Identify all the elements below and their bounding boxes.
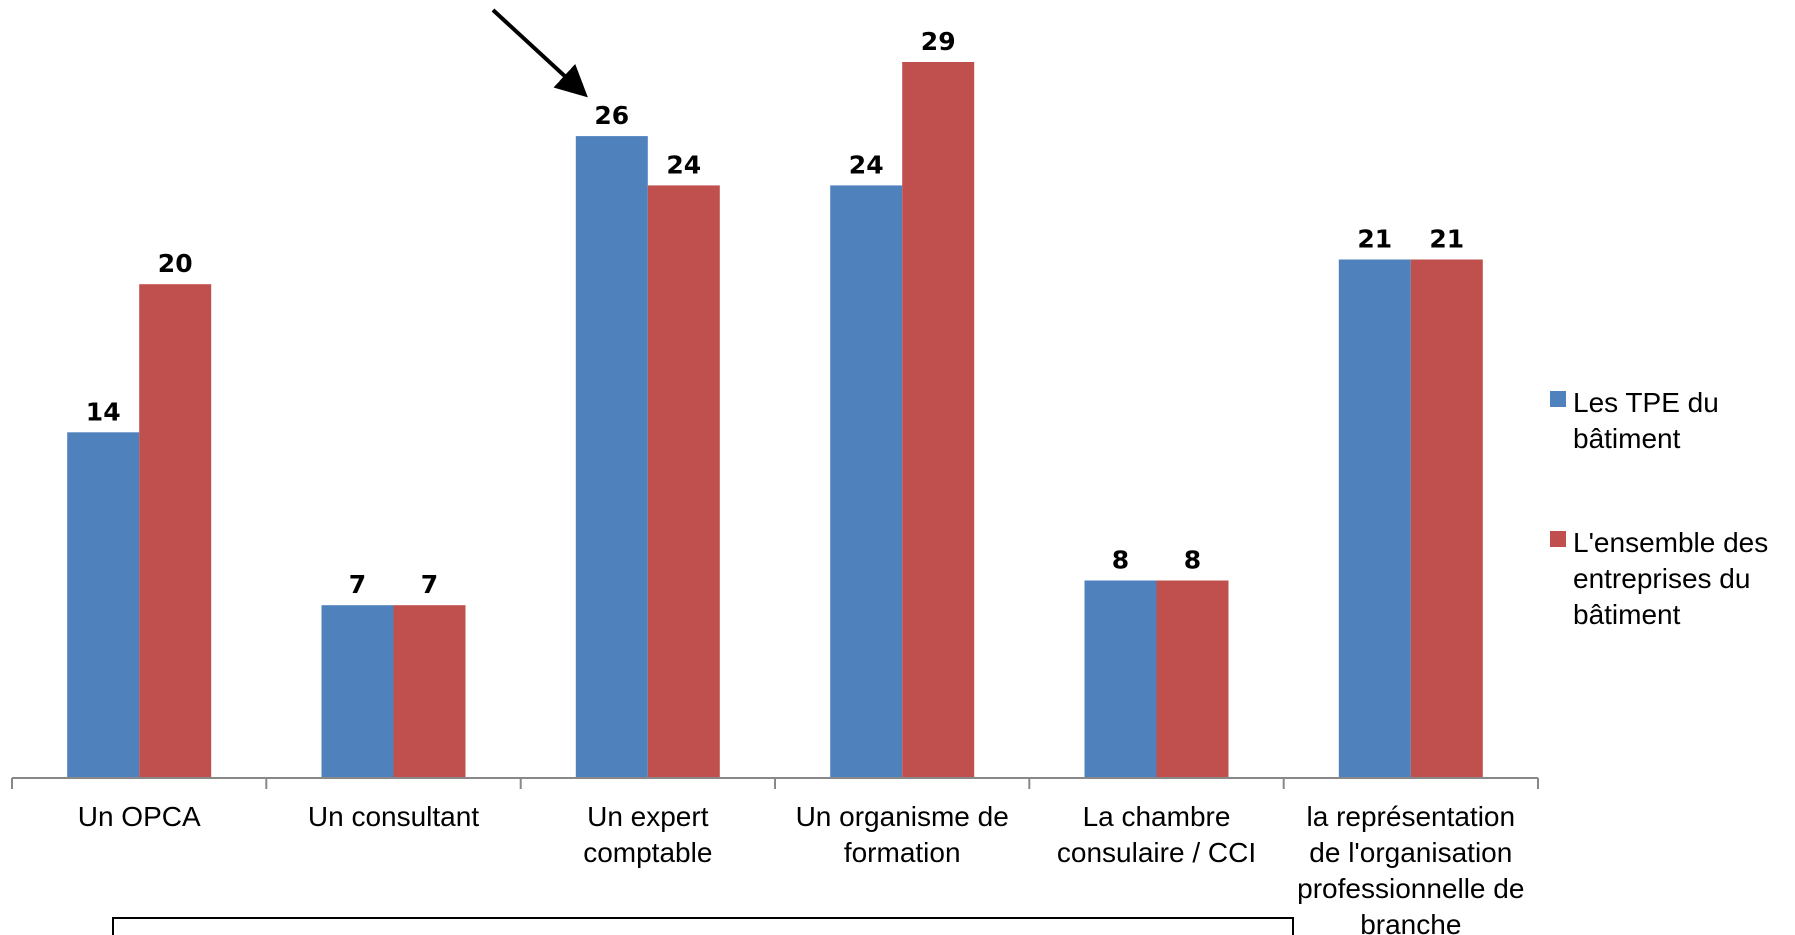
- data-labels-group: 14 20 7 7 26 24 24 29 8 8 21 21: [86, 27, 1464, 599]
- bar-tpe-4: [1084, 580, 1157, 778]
- legend-swatch: [1550, 531, 1566, 547]
- legend-label: bâtiment: [1573, 599, 1681, 630]
- legend-label: entreprises du: [1573, 563, 1750, 594]
- category-labels-group: Un OPCA Un consultant Un expert comptable Un…: [78, 801, 1525, 935]
- category-label: comptable: [583, 837, 712, 868]
- legend-label: L'ensemble des: [1573, 527, 1768, 558]
- note-box: [112, 917, 1294, 935]
- category-label: La chambre: [1083, 801, 1231, 832]
- data-label: 29: [921, 27, 956, 56]
- category-label: professionnelle de: [1297, 873, 1524, 904]
- bar-tpe-3: [830, 185, 903, 778]
- bars-group: [67, 62, 1483, 779]
- category-label: consulaire / CCI: [1057, 837, 1256, 868]
- legend-label: bâtiment: [1573, 423, 1681, 454]
- data-label: 24: [666, 150, 701, 179]
- legend-label: Les TPE du: [1573, 387, 1719, 418]
- data-label: 20: [158, 249, 193, 278]
- bar-tpe-2: [575, 136, 648, 779]
- bar-tpe-5: [1338, 259, 1411, 778]
- bar-ensemble-0: [139, 284, 212, 778]
- legend: Les TPE du bâtiment L'ensemble des entrepri…: [1550, 387, 1768, 630]
- data-label: 8: [1112, 546, 1129, 575]
- category-label: de l'organisation: [1309, 837, 1512, 868]
- data-label: 24: [849, 150, 884, 179]
- data-label: 8: [1184, 546, 1201, 575]
- bar-ensemble-4: [1156, 580, 1229, 778]
- bar-ensemble-3: [902, 62, 975, 778]
- bar-tpe-0: [67, 432, 140, 778]
- data-label: 7: [349, 570, 366, 599]
- category-label: Un consultant: [308, 801, 479, 832]
- category-label: Un expert: [587, 801, 709, 832]
- data-label: 21: [1357, 225, 1392, 254]
- bar-ensemble-5: [1410, 259, 1483, 778]
- data-label: 26: [594, 101, 629, 130]
- category-label: Un organisme de: [796, 801, 1009, 832]
- category-label: la représentation: [1307, 801, 1516, 832]
- annotation-arrow: [491, 8, 588, 98]
- legend-swatch: [1550, 391, 1566, 407]
- category-label: branche: [1360, 909, 1461, 935]
- category-label: Un OPCA: [78, 801, 201, 832]
- data-label: 7: [421, 570, 438, 599]
- data-label: 21: [1429, 225, 1464, 254]
- data-label: 14: [86, 397, 121, 426]
- bar-tpe-1: [321, 605, 394, 778]
- bar-ensemble-2: [647, 185, 720, 778]
- x-axis: [11, 777, 1539, 789]
- bar-ensemble-1: [393, 605, 466, 778]
- category-label: formation: [844, 837, 961, 868]
